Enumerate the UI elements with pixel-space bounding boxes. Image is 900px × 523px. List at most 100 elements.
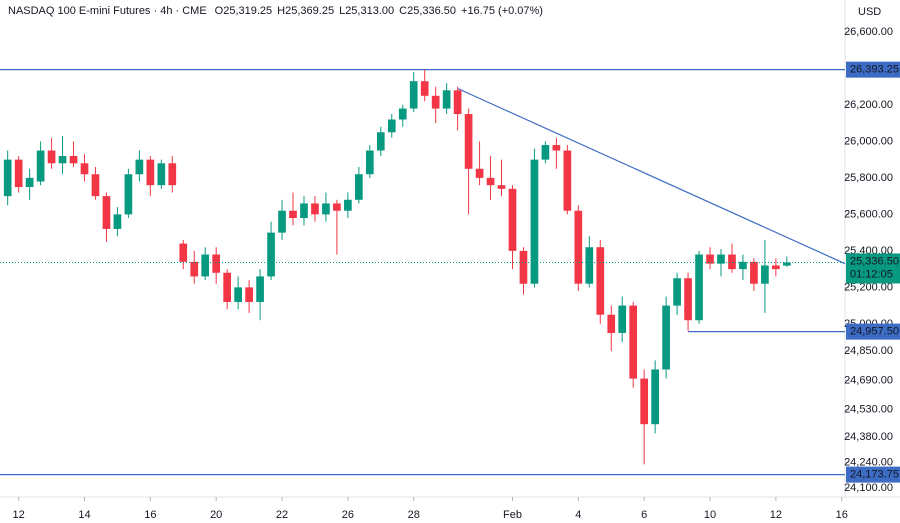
candle-body bbox=[201, 254, 210, 277]
candle-body bbox=[47, 150, 56, 164]
y-tick-label: 24,100.00 bbox=[844, 482, 893, 494]
candle-body bbox=[146, 159, 155, 186]
chart-title: NASDAQ 100 E-mini Futures · 4h · CME bbox=[8, 5, 207, 17]
candle-body bbox=[497, 185, 506, 189]
x-tick-label: 14 bbox=[78, 509, 90, 521]
x-tick-label: 4 bbox=[575, 509, 581, 521]
candle-body bbox=[212, 254, 221, 273]
y-tick-label: 25,600.00 bbox=[844, 208, 893, 220]
candle-body bbox=[453, 90, 462, 115]
y-tick-label: 24,380.00 bbox=[844, 431, 893, 443]
y-tick-label: 25,200.00 bbox=[844, 281, 893, 293]
level-label: 24,957.50 bbox=[850, 326, 899, 338]
candle-body bbox=[442, 90, 451, 109]
candle-body bbox=[300, 203, 308, 219]
candle-body bbox=[782, 262, 791, 266]
candle-body bbox=[322, 203, 330, 215]
x-tick-label: 22 bbox=[276, 509, 288, 521]
level-label: 26,393.25 bbox=[850, 64, 899, 76]
candle-body bbox=[552, 145, 561, 151]
x-tick-label: 20 bbox=[210, 509, 222, 521]
candle-body bbox=[311, 203, 319, 215]
candle-body bbox=[728, 254, 736, 270]
candle-body bbox=[761, 265, 769, 284]
candle-body bbox=[772, 265, 780, 270]
level-label: 24,173.75 bbox=[850, 469, 899, 481]
candle-body bbox=[376, 132, 385, 151]
candle-body bbox=[519, 250, 528, 284]
x-tick-label: 12 bbox=[770, 509, 782, 521]
y-tick-label: 24,240.00 bbox=[844, 456, 893, 468]
candle-body bbox=[651, 369, 659, 425]
candle-body bbox=[168, 163, 177, 186]
y-tick-label: 24,690.00 bbox=[844, 374, 893, 386]
candle-body bbox=[157, 163, 166, 186]
candle-body bbox=[80, 163, 89, 175]
candle-body bbox=[387, 119, 396, 133]
candle-body bbox=[706, 254, 714, 264]
candle-body bbox=[464, 114, 473, 169]
x-tick-label: 16 bbox=[836, 509, 848, 521]
ohlc-key: O bbox=[215, 5, 224, 17]
candle-body bbox=[267, 232, 275, 277]
candle-body bbox=[662, 305, 670, 370]
candle-body bbox=[25, 177, 34, 188]
ohlc-value: 25,313.00 bbox=[345, 5, 394, 17]
y-tick-label: 25,800.00 bbox=[844, 172, 893, 184]
candle-body bbox=[36, 150, 45, 182]
ohlc-key: H bbox=[277, 5, 285, 17]
candle-body bbox=[673, 278, 681, 306]
candle-body bbox=[398, 108, 407, 120]
x-tick-label: 28 bbox=[408, 509, 420, 521]
candle-body bbox=[585, 247, 594, 284]
x-tick-label: 10 bbox=[704, 509, 716, 521]
candle-body bbox=[541, 145, 550, 160]
ohlc-key: L bbox=[339, 5, 345, 17]
candle-body bbox=[475, 168, 484, 178]
candle-body bbox=[684, 278, 692, 321]
candle-body bbox=[14, 159, 23, 188]
y-tick-label: 26,000.00 bbox=[844, 135, 893, 147]
candle-body bbox=[223, 272, 232, 302]
candle-body bbox=[69, 155, 78, 164]
ohlc-value: 25,369.25 bbox=[285, 5, 334, 17]
level-label-box bbox=[846, 61, 900, 78]
plot bbox=[0, 69, 846, 476]
candle-body bbox=[355, 174, 363, 200]
candle-body bbox=[409, 81, 418, 109]
candle-body bbox=[530, 159, 539, 284]
candle-body bbox=[431, 95, 440, 109]
y-tick-label: 24,530.00 bbox=[844, 404, 893, 416]
x-tick-label: 12 bbox=[13, 509, 25, 521]
x-tick-label: 16 bbox=[144, 509, 156, 521]
candle-body bbox=[596, 247, 605, 315]
x-tick-label: Feb bbox=[503, 509, 522, 521]
candle-body bbox=[629, 305, 638, 379]
candle-body bbox=[113, 214, 122, 229]
level-label-box bbox=[846, 323, 900, 340]
candle-body bbox=[563, 150, 572, 211]
candle-body bbox=[278, 210, 286, 233]
level-label-box bbox=[846, 466, 900, 483]
candle-body bbox=[420, 81, 429, 96]
candle-body bbox=[179, 243, 188, 262]
candle-body bbox=[695, 254, 703, 321]
ohlc-value: 25,336.50 bbox=[407, 5, 456, 17]
candle-body bbox=[190, 261, 199, 277]
last-price-label: 25,336.50 bbox=[850, 255, 899, 267]
candle-body bbox=[91, 174, 100, 197]
candle-body bbox=[3, 159, 12, 197]
candle-body bbox=[124, 174, 133, 215]
last-price-box bbox=[846, 253, 900, 284]
candle-body bbox=[750, 261, 758, 284]
trendline bbox=[457, 87, 846, 265]
candle-body bbox=[717, 254, 725, 264]
candle-body bbox=[135, 159, 144, 175]
countdown: 01:12:05 bbox=[850, 268, 893, 280]
ohlc-header: O 25,319.25 H 25,369.25 L 25,313.00 C 25,336.50… bbox=[215, 5, 543, 17]
candle-body bbox=[344, 199, 352, 211]
candle-body bbox=[486, 177, 495, 186]
candle-body bbox=[256, 276, 264, 302]
y-tick-label: 26,200.00 bbox=[844, 99, 893, 111]
